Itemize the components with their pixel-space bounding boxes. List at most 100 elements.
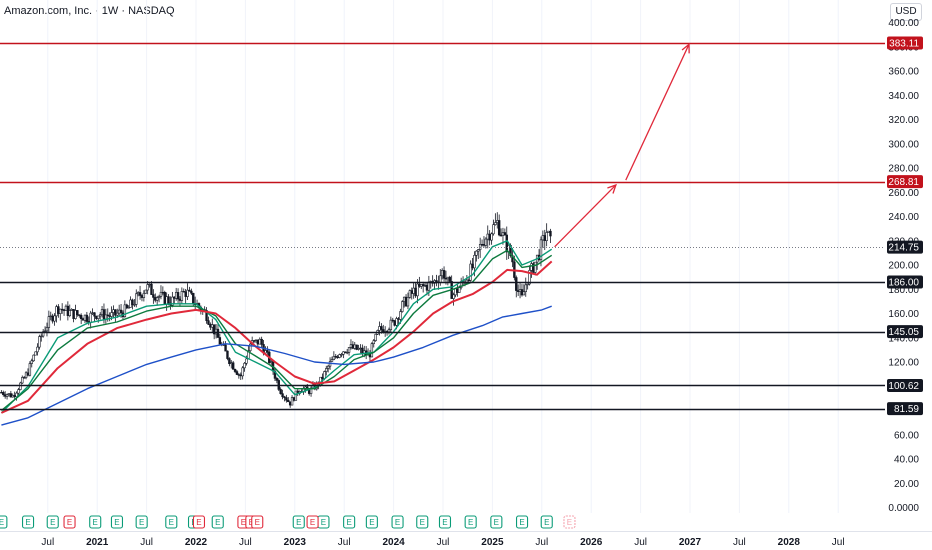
- currency-button[interactable]: USD: [890, 3, 922, 21]
- candle: [176, 288, 180, 304]
- candle: [515, 275, 518, 298]
- earnings-icon: E: [540, 515, 553, 529]
- candle: [41, 329, 45, 338]
- level-label: 383.11: [889, 38, 919, 49]
- candle: [387, 327, 391, 335]
- candle-body: [414, 287, 417, 297]
- candle: [205, 307, 208, 324]
- level-label-bg: [887, 175, 923, 189]
- candle-body: [256, 339, 260, 345]
- candle: [249, 341, 252, 353]
- earnings-icon: E: [165, 515, 178, 529]
- candle: [277, 378, 280, 392]
- candle: [454, 288, 457, 298]
- candle: [439, 269, 442, 286]
- earnings-icon-glyph: E: [139, 518, 144, 527]
- candle-body: [32, 354, 35, 362]
- price-tick-label: 400.00: [888, 18, 919, 29]
- candle: [171, 291, 174, 308]
- earnings-icon-glyph: E: [310, 518, 315, 527]
- candle: [60, 303, 64, 314]
- candle-body: [478, 244, 482, 250]
- candle-body: [275, 378, 279, 381]
- candle-body: [269, 361, 273, 363]
- candle: [184, 288, 187, 304]
- candle: [264, 346, 267, 354]
- candle-body: [7, 393, 11, 395]
- candle: [342, 351, 345, 359]
- candle-body: [321, 376, 324, 379]
- candle-body: [5, 394, 9, 397]
- candle-body: [494, 222, 497, 225]
- candle-body: [401, 301, 404, 312]
- candle-body: [361, 347, 364, 354]
- candle: [45, 322, 49, 337]
- time-tick-label: Jul: [733, 537, 746, 548]
- time-tick-label: Jul: [41, 537, 54, 548]
- candle: [383, 326, 387, 337]
- candle-body: [230, 362, 233, 364]
- candle-body: [412, 287, 415, 294]
- moving-average-line: [0, 260, 553, 414]
- candle-body: [150, 283, 153, 295]
- candle: [218, 333, 222, 345]
- candle: [76, 310, 79, 317]
- earnings-icon-glyph: E: [442, 518, 447, 527]
- candle-body: [279, 389, 282, 394]
- candle: [340, 352, 343, 358]
- candle-body: [28, 363, 32, 376]
- candle: [51, 313, 54, 324]
- candle-body: [45, 327, 49, 332]
- candle: [114, 309, 117, 322]
- candle: [140, 294, 144, 302]
- candle: [188, 286, 191, 292]
- level-label-bg: [887, 325, 923, 339]
- candle-body: [486, 233, 489, 240]
- earnings-icon: E: [416, 515, 429, 529]
- candle-body: [294, 390, 298, 401]
- earnings-icon-glyph: E: [420, 518, 425, 527]
- earnings-icon: E: [464, 515, 477, 529]
- candle-body: [340, 354, 343, 356]
- candle-body: [98, 314, 102, 317]
- candle-body: [51, 315, 54, 322]
- earnings-icon: E: [391, 515, 404, 529]
- candle: [70, 308, 73, 311]
- candle-body: [454, 288, 457, 296]
- candle-body: [416, 283, 419, 297]
- candle: [148, 283, 151, 288]
- candle-body: [19, 382, 22, 390]
- candle-body: [391, 319, 394, 322]
- candle-body: [205, 310, 208, 321]
- earnings-icon-glyph: E: [494, 518, 499, 527]
- earnings-icon-box: [89, 515, 102, 529]
- earnings-icon: E: [563, 515, 576, 529]
- candle: [9, 390, 13, 398]
- candle-body: [452, 294, 455, 299]
- last-price-label-bg: [887, 240, 923, 254]
- candle-body: [387, 329, 391, 333]
- candle: [522, 284, 526, 296]
- candle: [74, 304, 77, 320]
- candle: [157, 294, 161, 303]
- candle: [349, 339, 353, 350]
- earnings-icon-box: [365, 515, 378, 529]
- candle: [211, 318, 214, 333]
- candle: [309, 385, 313, 397]
- candle: [345, 349, 349, 355]
- earnings-icon-glyph: E: [241, 518, 246, 527]
- candle-body: [21, 377, 24, 384]
- candle-body: [209, 324, 212, 328]
- level-label-bg: [887, 275, 923, 289]
- candle: [537, 249, 541, 262]
- candle: [186, 283, 189, 300]
- earnings-icon-glyph: E: [25, 518, 30, 527]
- candle-body: [287, 399, 290, 403]
- candle-body: [239, 374, 242, 377]
- price-tick-label: 40.00: [894, 455, 919, 466]
- candle: [230, 360, 233, 369]
- candle: [372, 338, 375, 348]
- candle-body: [345, 351, 349, 354]
- candle: [535, 254, 539, 270]
